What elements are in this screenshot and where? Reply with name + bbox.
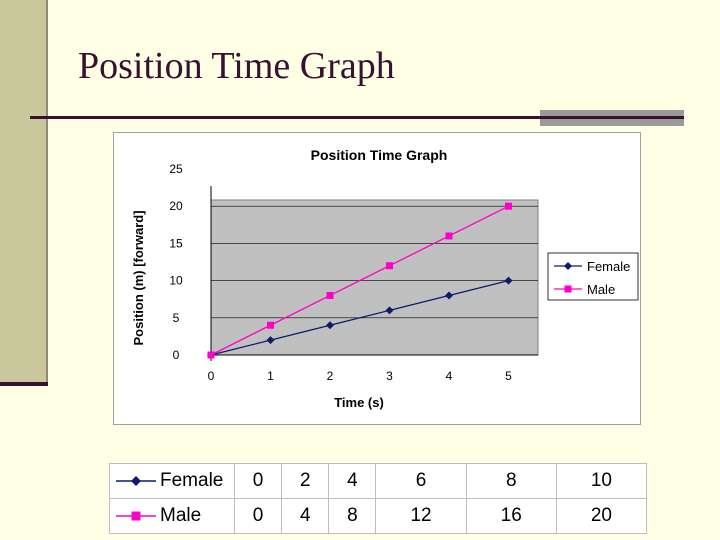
data-point-male-1 — [267, 321, 274, 329]
table-cell: 0 — [233, 498, 283, 534]
plot-area — [210, 199, 539, 356]
data-point-female-5 — [504, 276, 513, 285]
chart-frame: Position Time Graph 0 5 10 15 20 25 0 1 2 3 4 5 Time … — [113, 132, 641, 425]
data-point-male-4 — [445, 232, 453, 240]
data-point-male-3 — [386, 262, 393, 270]
data-point-male-0 — [207, 351, 215, 359]
left-decor-line — [0, 382, 48, 386]
legend-box — [547, 252, 639, 301]
data-point-female-3 — [385, 306, 394, 315]
legend-label-male: Male — [587, 282, 615, 297]
x-axis-label: Time (s) — [334, 395, 384, 410]
y-tick-label-2: 10 — [169, 274, 183, 288]
x-tick-label-0: 0 — [208, 369, 215, 383]
y-axis-label: Position (m) [forward] — [131, 210, 146, 345]
x-tick-label-1: 1 — [267, 369, 274, 383]
y-tick-label-3: 15 — [169, 236, 183, 250]
table-cell: 2 — [281, 463, 330, 499]
table-series-label: Female — [160, 470, 224, 491]
left-decor-bar — [0, 0, 48, 382]
table-series-cell: Male — [109, 498, 235, 534]
table-series-label: Male — [160, 505, 202, 526]
legend-label-female: Female — [587, 259, 630, 274]
data-point-female-1 — [266, 336, 275, 345]
position-time-chart: Position Time Graph 0 5 10 15 20 25 0 1 2 3 4 5 Time … — [131, 147, 639, 410]
diamond-marker-icon — [116, 475, 156, 486]
x-tick-label-2: 2 — [327, 369, 334, 383]
title-accent-line — [540, 116, 684, 119]
data-point-male-2 — [326, 291, 334, 299]
legend-marker-male — [564, 285, 572, 293]
table-cell: 0 — [233, 463, 283, 499]
x-tick-label-4: 4 — [446, 369, 453, 383]
table-series-cell: Female — [109, 463, 235, 499]
x-tick-label-5: 5 — [505, 369, 512, 383]
y-tick-label-5: 25 — [169, 162, 183, 176]
table-cell: 8 — [465, 463, 557, 499]
series-line-female — [210, 279, 509, 356]
table-cell: 4 — [328, 463, 377, 499]
data-point-male-5 — [505, 202, 512, 210]
table-cell: 6 — [375, 463, 467, 499]
table-cell: 20 — [555, 498, 648, 534]
table-cell: 8 — [328, 498, 377, 534]
legend-marker-female — [564, 262, 572, 270]
table-row: Male 0 4 8 12 16 20 — [109, 498, 648, 534]
square-marker-icon — [116, 511, 156, 521]
table-cell: 16 — [465, 498, 557, 534]
x-tick-label-3: 3 — [386, 369, 393, 383]
slide-title: Position Time Graph — [78, 45, 395, 87]
table-row: Female 0 2 4 6 8 10 — [109, 463, 648, 499]
series-line-male — [210, 205, 509, 356]
table-cell: 4 — [281, 498, 330, 534]
table-cell: 12 — [375, 498, 467, 534]
left-decor-rule — [46, 0, 48, 382]
chart-title: Position Time Graph — [311, 147, 448, 163]
data-table: Female 0 2 4 6 8 10 Male 0 4 8 12 16 20 — [109, 463, 648, 534]
data-point-female-4 — [445, 291, 453, 300]
y-tick-label-4: 20 — [169, 199, 183, 213]
data-point-female-2 — [326, 321, 334, 330]
y-tick-label-1: 5 — [173, 311, 180, 325]
y-tick-label-0: 0 — [173, 348, 180, 362]
title-rule — [30, 116, 684, 119]
table-cell: 10 — [555, 463, 648, 499]
